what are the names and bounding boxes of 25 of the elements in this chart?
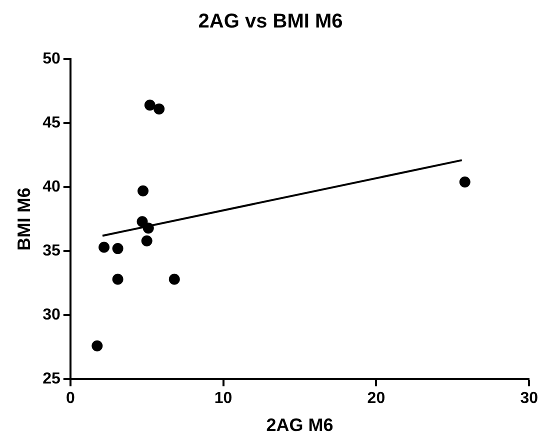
y-axis-title: BMI M6	[14, 188, 34, 251]
y-tick-label: 25	[42, 370, 60, 388]
point	[138, 185, 149, 196]
x-tick-label: 10	[214, 390, 232, 408]
x-tick-label: 0	[66, 390, 75, 408]
point	[168, 274, 180, 285]
point	[136, 216, 148, 228]
y-tick-label: 50	[42, 50, 60, 68]
point	[112, 274, 124, 285]
point	[142, 222, 154, 234]
x-tick-label: 20	[367, 390, 386, 408]
point	[98, 242, 110, 253]
y-tick-label: 45	[42, 114, 60, 132]
point	[459, 176, 470, 188]
y-tick-label: 40	[42, 178, 60, 196]
y-tick-label: 30	[42, 306, 60, 324]
point	[112, 243, 124, 254]
point	[154, 103, 165, 114]
y-tick-label: 35	[42, 242, 60, 260]
chart-title: 2AG vs BMI M6	[198, 10, 343, 33]
point	[144, 100, 156, 111]
x-axis-title: 2AG M6	[266, 415, 334, 436]
point	[92, 340, 103, 352]
x-tick-label: 30	[520, 390, 538, 408]
point	[141, 235, 152, 246]
